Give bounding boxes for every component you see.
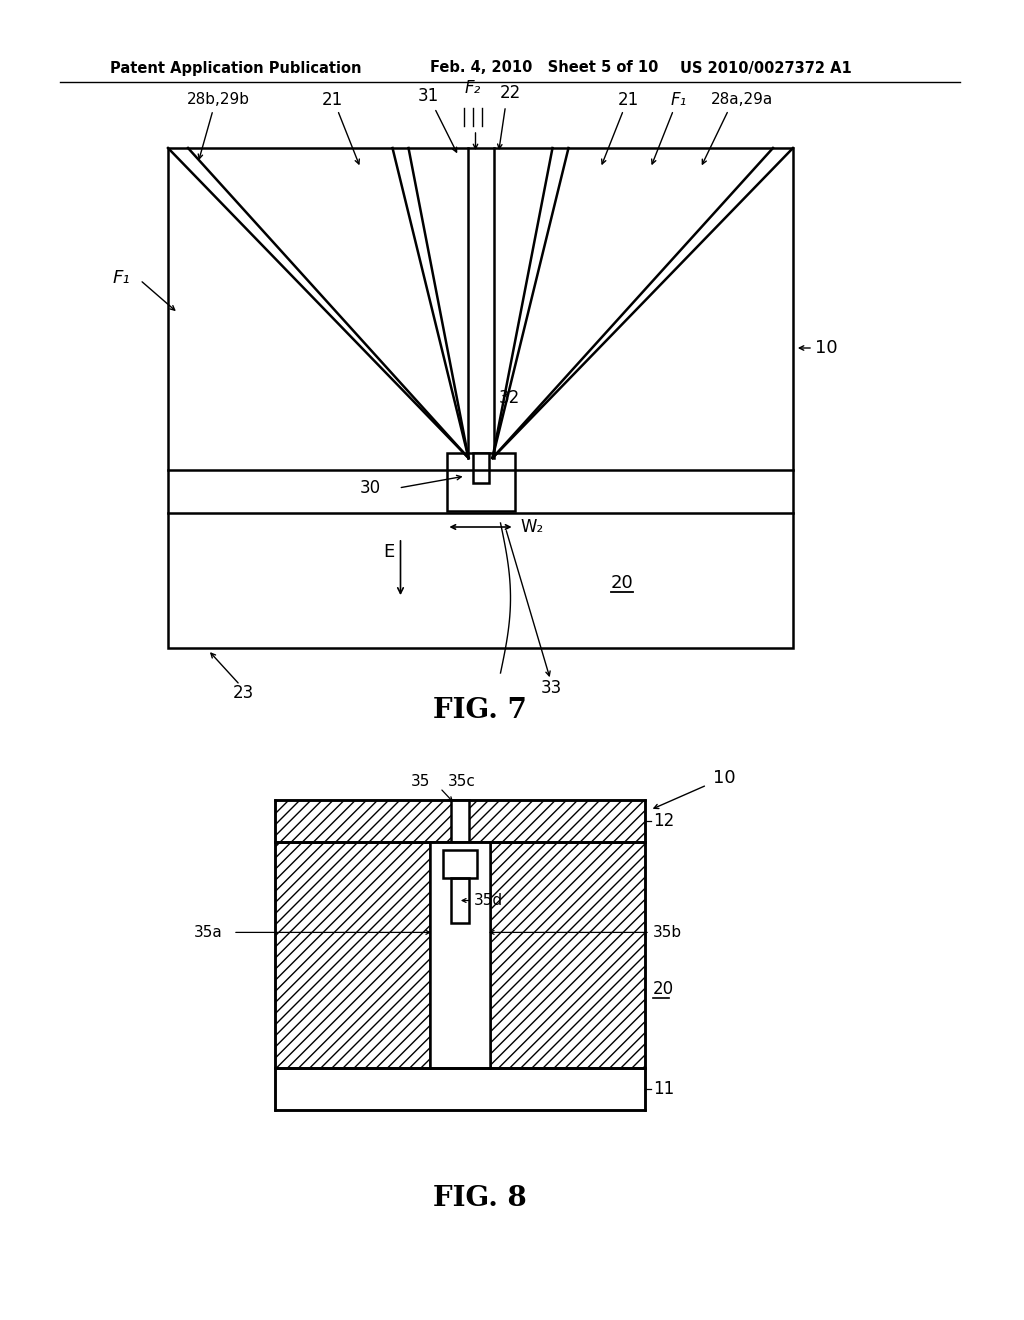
Text: 10: 10: [713, 770, 735, 787]
Text: 33: 33: [541, 678, 562, 697]
Text: F₁: F₁: [113, 269, 130, 286]
Text: 21: 21: [322, 91, 343, 110]
Text: 21: 21: [617, 91, 639, 110]
Text: 35: 35: [411, 775, 430, 789]
Text: FIG. 7: FIG. 7: [433, 697, 527, 723]
Text: 35d: 35d: [474, 894, 503, 908]
Text: 22: 22: [500, 84, 521, 102]
Text: 11: 11: [653, 1080, 674, 1098]
Bar: [430, 842, 490, 1068]
Bar: [443, 850, 477, 878]
Text: F₁: F₁: [671, 91, 687, 110]
Text: W₂: W₂: [520, 517, 544, 536]
Bar: [490, 842, 645, 1068]
Text: 23: 23: [232, 684, 254, 702]
Bar: [472, 453, 488, 483]
Text: F₂: F₂: [464, 79, 480, 96]
Text: 10: 10: [815, 339, 838, 356]
Text: 12: 12: [653, 812, 674, 830]
Text: Patent Application Publication: Patent Application Publication: [110, 61, 361, 75]
Text: 32: 32: [499, 389, 520, 407]
Text: 28a,29a: 28a,29a: [711, 92, 773, 107]
Bar: [275, 800, 645, 842]
Bar: [275, 1068, 645, 1110]
Bar: [168, 148, 793, 648]
Text: E: E: [383, 543, 394, 561]
Text: 35c: 35c: [449, 775, 476, 789]
Bar: [275, 842, 430, 1068]
Text: 20: 20: [610, 574, 633, 591]
Bar: [451, 800, 469, 842]
Text: Feb. 4, 2010   Sheet 5 of 10: Feb. 4, 2010 Sheet 5 of 10: [430, 61, 658, 75]
Text: 31: 31: [418, 87, 439, 106]
Text: 20: 20: [653, 979, 674, 998]
Text: 35b: 35b: [653, 925, 682, 940]
Text: US 2010/0027372 A1: US 2010/0027372 A1: [680, 61, 852, 75]
Text: FIG. 8: FIG. 8: [433, 1184, 527, 1212]
Text: 35a: 35a: [195, 925, 223, 940]
Text: 28b,29b: 28b,29b: [186, 92, 250, 107]
Bar: [451, 878, 469, 923]
Text: 30: 30: [359, 479, 381, 498]
Bar: [446, 453, 514, 511]
